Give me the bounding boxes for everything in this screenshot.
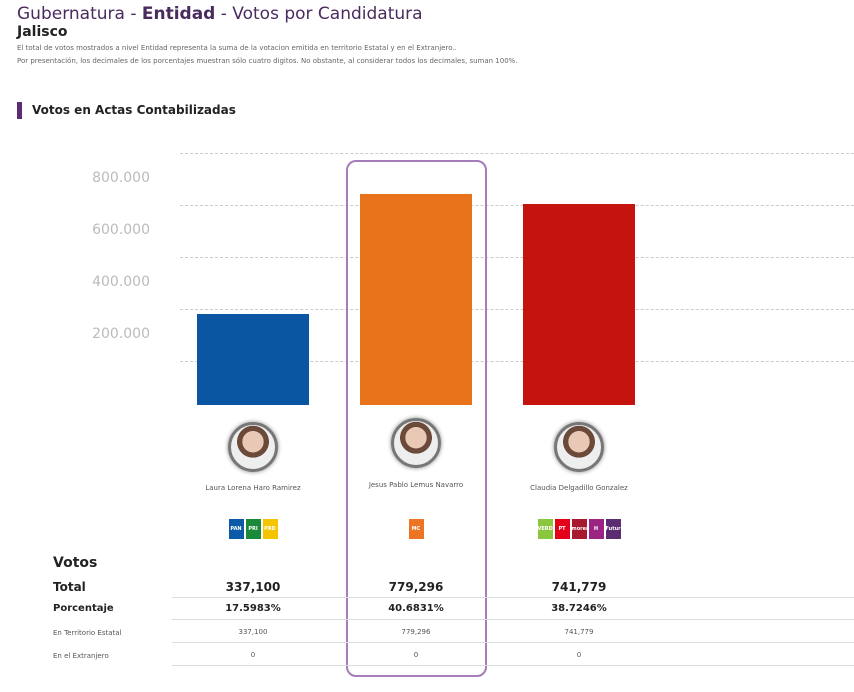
y-tick-label: 200.000 <box>92 326 150 342</box>
divider <box>172 665 854 666</box>
total-value: 337,100 <box>225 580 281 594</box>
estatal-value: 337,100 <box>238 628 268 636</box>
candidate-photo <box>554 422 604 472</box>
divider <box>172 619 854 620</box>
party-logo-icon: H <box>588 519 604 539</box>
gridline <box>180 257 854 258</box>
candidate-photo <box>228 422 278 472</box>
party-logos: PAN PRI PRD <box>178 519 328 543</box>
candidate-name: Jesus Pablo Lemus Navarro <box>368 481 464 489</box>
extranjero-label: En el Extranjero <box>53 652 109 660</box>
bar[interactable] <box>197 313 309 405</box>
candidate-name: Claudia Delgadillo Gonzalez <box>530 484 628 492</box>
pct-value: 38.7246% <box>551 603 607 614</box>
candidate-photo <box>391 418 441 468</box>
y-tick-label: 400.000 <box>92 274 150 290</box>
total-value: 779,296 <box>388 580 444 594</box>
gridline <box>180 361 854 362</box>
total-value: 741,779 <box>551 580 607 594</box>
estatal-label: En Territorio Estatal <box>53 629 122 637</box>
party-logos: MC <box>341 519 491 543</box>
party-logo-icon: PT <box>554 519 570 539</box>
estatal-value: 741,779 <box>564 628 594 636</box>
pct-value: 17.5983% <box>225 603 281 614</box>
extranjero-value: 0 <box>576 651 582 659</box>
party-logo-icon: MC <box>408 519 424 539</box>
extranjero-value: 0 <box>413 651 419 659</box>
section-title: Votos en Actas Contabilizadas <box>17 102 236 119</box>
bar[interactable] <box>523 204 635 405</box>
title-post: - Votos por Candidatura <box>215 4 423 24</box>
divider <box>172 597 854 598</box>
candidate-name: Laura Lorena Haro Ramirez <box>205 484 301 492</box>
gridline <box>180 153 854 154</box>
party-logos: VERDEPTmorenaHFuturo <box>504 519 654 543</box>
gridline <box>180 309 854 310</box>
bar[interactable] <box>360 194 472 405</box>
votes-heading: Votos <box>53 555 98 571</box>
percentage-label: Porcentaje <box>53 603 114 614</box>
party-logo-icon: PRI <box>245 519 261 539</box>
winner-highlight <box>346 160 487 677</box>
party-logo-icon: morena <box>571 519 587 539</box>
y-tick-label: 800.000 <box>92 170 150 186</box>
party-logo-icon: PRD <box>262 519 278 539</box>
note-decimals: Por presentación, los decimales de los p… <box>17 57 518 65</box>
divider <box>172 642 854 643</box>
gridline <box>180 205 854 206</box>
total-label: Total <box>53 580 86 594</box>
party-logo-icon: VERDE <box>537 519 553 539</box>
note-total: El total de votos mostrados a nivel Enti… <box>17 44 457 52</box>
title-bold: Entidad <box>141 4 216 24</box>
title-pre: Gubernatura - <box>17 4 142 24</box>
page-title: Gubernatura - Entidad - Votos por Candid… <box>17 4 423 24</box>
party-logo-icon: PAN <box>228 519 244 539</box>
state-name: Jalisco <box>17 24 68 40</box>
pct-value: 40.6831% <box>388 603 444 614</box>
extranjero-value: 0 <box>250 651 256 659</box>
estatal-value: 779,296 <box>401 628 431 636</box>
y-tick-label: 600.000 <box>92 222 150 238</box>
party-logo-icon: Futuro <box>605 519 621 539</box>
